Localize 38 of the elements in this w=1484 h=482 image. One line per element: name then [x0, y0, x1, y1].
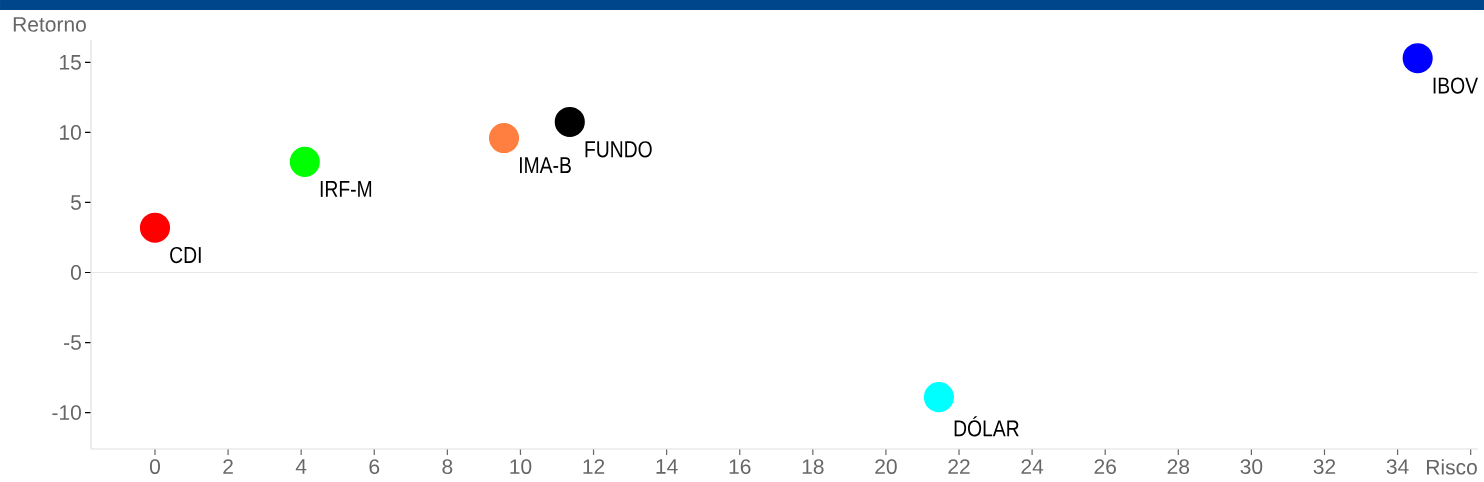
x-tick-label: 18 [802, 459, 824, 475]
annotation: CDI [170, 246, 201, 264]
x-tick-label: 2 [223, 459, 233, 474]
y-tick-label: -5 [64, 335, 81, 350]
y-tick-label: 10 [60, 125, 81, 140]
annotation: IMA-B [519, 157, 571, 174]
x-tick-label: 16 [729, 459, 751, 475]
point [289, 146, 320, 177]
x-tick-label: 0 [149, 459, 160, 475]
y-tick-label: -10 [52, 405, 81, 420]
x-tick-label: 34 [1386, 459, 1409, 475]
x-tick-label: 32 [1313, 459, 1336, 475]
y-axis-title: Retorno [13, 17, 86, 32]
point [554, 106, 585, 137]
x-tick-label: 10 [510, 459, 532, 475]
x-tick-label: 24 [1021, 459, 1044, 474]
x-tick-label: 30 [1240, 459, 1263, 475]
point [139, 212, 171, 243]
point [923, 382, 954, 413]
point [1402, 43, 1433, 74]
y-tick-label: 15 [60, 55, 81, 70]
x-tick-label: 12 [583, 459, 605, 474]
x-tick-label: 6 [369, 459, 380, 475]
annotation: FUNDO [585, 141, 652, 158]
y-tick-label: 5 [70, 195, 81, 210]
y-tick-label: 0 [70, 265, 81, 280]
x-tick-label: 26 [1094, 459, 1116, 475]
annotation: IBOV [1433, 77, 1478, 94]
x-tick-label: 22 [948, 459, 970, 474]
point [488, 122, 520, 154]
x-axis-title: Risco [1427, 459, 1477, 475]
x-tick-label: 8 [442, 459, 453, 475]
x-tick-label: 4 [295, 459, 307, 474]
x-tick-label: 28 [1167, 459, 1190, 475]
x-tick-label: 14 [656, 459, 678, 474]
annotation: DÓLAR [954, 416, 1019, 437]
x-tick-label: 20 [875, 459, 897, 475]
annotation: IRF-M [320, 181, 372, 197]
